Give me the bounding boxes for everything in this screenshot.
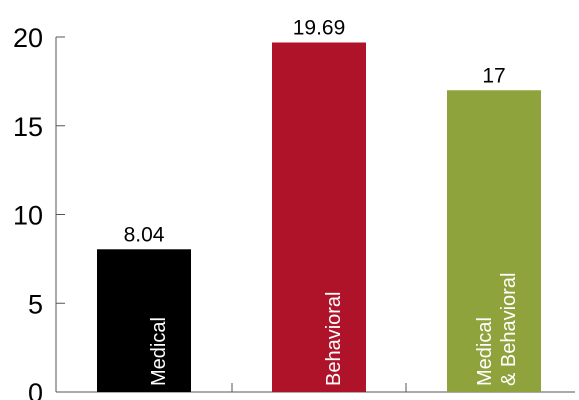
data-label: 17 bbox=[482, 64, 505, 87]
data-label: 19.69 bbox=[293, 17, 346, 40]
y-axis: 0 5 10 15 20 bbox=[13, 23, 65, 400]
category-label: Medical bbox=[148, 317, 170, 386]
bar bbox=[447, 90, 541, 392]
y-tick-label: 15 bbox=[13, 112, 43, 142]
y-tick-label: 0 bbox=[28, 378, 43, 400]
data-label: 8.04 bbox=[124, 223, 165, 246]
category-label: Behavioral bbox=[323, 291, 345, 386]
bar-group: 17 Medical & Behavioral bbox=[447, 64, 541, 392]
bar-group: 19.69 Behavioral bbox=[272, 17, 366, 392]
category-label: Medical bbox=[474, 317, 496, 386]
bar bbox=[272, 42, 366, 392]
y-tick-label: 20 bbox=[13, 23, 43, 53]
category-label: & Behavioral bbox=[498, 273, 520, 386]
y-tick-label: 10 bbox=[13, 201, 43, 231]
bar-group: 8.04 Medical bbox=[97, 223, 191, 392]
bar bbox=[97, 249, 191, 392]
y-tick-label: 5 bbox=[28, 289, 43, 319]
